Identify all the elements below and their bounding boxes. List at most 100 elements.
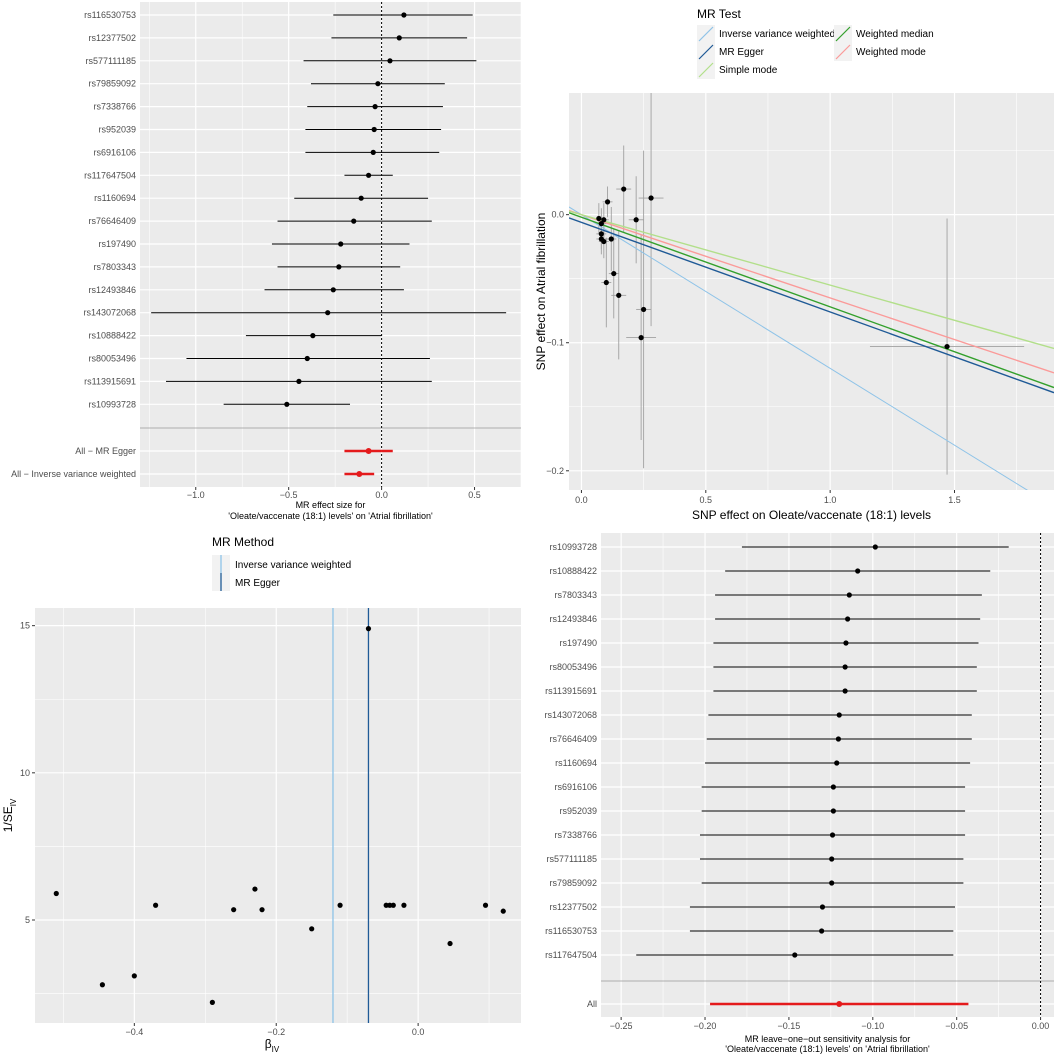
scatter-y-tick-label: −0.2	[546, 466, 564, 476]
forest-snp-label: rs577111185	[85, 56, 136, 66]
leaveoneout-x-tick-label: −0.10	[861, 1021, 884, 1031]
forest-point	[330, 287, 336, 293]
leaveoneout-plot: rs10993728 rs10888422 rs7803343 rs12493846 r…	[544, 533, 1054, 1054]
funnel-x-axis-title: βIV	[265, 1037, 280, 1054]
forest-snp-label: rs143072068	[83, 308, 136, 318]
funnel-point	[231, 907, 237, 913]
funnel-x-tick-label: −0.2	[267, 1027, 285, 1037]
leaveoneout-point	[836, 712, 842, 718]
forest-snp-label: rs7338766	[93, 102, 136, 112]
scatter-point	[633, 217, 639, 223]
forest-point	[310, 333, 316, 339]
funnel-point	[153, 902, 159, 908]
forest-snp-label: rs116530753	[84, 10, 136, 20]
funnel-point	[252, 886, 258, 892]
leaveoneout-snp-label: rs10888422	[549, 566, 597, 576]
leaveoneout-point	[830, 808, 836, 814]
forest-snp-label: rs7803343	[93, 262, 136, 272]
leaveoneout-snp-label: rs7338766	[554, 830, 597, 840]
scatter-legend-title: MR Test	[697, 7, 741, 21]
funnel-point	[209, 999, 215, 1005]
scatter-legend: MR Test Inverse variance weighted MR Egger…	[697, 7, 934, 79]
scatter-point	[604, 199, 611, 205]
forest-point	[371, 126, 377, 133]
scatter-point	[596, 215, 602, 222]
funnel-point	[447, 940, 453, 947]
funnel-point	[53, 890, 59, 897]
forest-plot: rs116530753 rs12377502 rs577111185 rs798590…	[11, 2, 522, 521]
leaveoneout-snp-label: rs76646409	[549, 734, 597, 744]
scatter-legend-label: Weighted median	[856, 29, 934, 40]
leaveoneout-x-tick-label: −0.15	[778, 1021, 801, 1031]
forest-snp-label: rs117647504	[84, 170, 136, 180]
forest-point	[304, 355, 310, 362]
leaveoneout-snp-label: rs6916106	[554, 782, 597, 792]
forest-x-axis-title: MR effect size for	[296, 500, 366, 510]
forest-x-tick-label: 0.5	[468, 490, 481, 500]
scatter-point	[648, 195, 654, 201]
funnel-point	[99, 982, 106, 988]
funnel-point	[131, 973, 137, 979]
funnel-point	[365, 626, 372, 632]
forest-point	[358, 195, 364, 201]
forest-x-tick-label: −1.0	[187, 490, 205, 500]
leaveoneout-x-axis-title: MR leave−one−out sensitivity analysis fo…	[745, 1034, 911, 1044]
forest-point	[325, 310, 331, 316]
scatter-plot: 0.0 0.5 1.0 1.5 0.0 −0.1 −0.2 SNP effect on Ole…	[534, 7, 1054, 522]
leaveoneout-x-tick-label: −0.05	[945, 1021, 968, 1031]
scatter-point	[601, 238, 607, 245]
leaveoneout-snp-label: rs7803343	[554, 590, 597, 600]
leaveoneout-x-tick-label: 0.00	[1032, 1021, 1050, 1031]
leaveoneout-point	[834, 760, 840, 766]
scatter-x-tick-label: 1.5	[948, 495, 961, 505]
leaveoneout-summary-point	[836, 1001, 843, 1007]
forest-point	[336, 264, 342, 270]
scatter-x-axis-title: SNP effect on Oleate/vaccenate (18:1) le…	[692, 508, 931, 522]
scatter-point	[598, 221, 604, 227]
leaveoneout-point	[855, 568, 861, 574]
scatter-x-tick-label: 0.0	[575, 495, 588, 505]
scatter-legend-swatch	[835, 44, 851, 60]
funnel-point	[482, 902, 489, 908]
funnel-y-tick-label: 10	[20, 768, 30, 778]
leaveoneout-point	[846, 592, 852, 598]
leaveoneout-point	[829, 880, 835, 886]
leaveoneout-snp-label: rs79859092	[549, 878, 597, 888]
funnel-legend-label: MR Egger	[235, 578, 281, 589]
leaveoneout-x-tick-label: −0.20	[694, 1021, 717, 1031]
funnel-panel	[35, 608, 521, 1023]
forest-summary-label: All − MR Egger	[75, 446, 136, 456]
forest-point	[351, 218, 357, 224]
funnel-point	[390, 902, 396, 908]
leaveoneout-summary-label: All	[587, 999, 597, 1009]
forest-snp-label: rs76646409	[88, 216, 136, 226]
funnel-x-tick-label: 0.0	[412, 1027, 425, 1037]
forest-point	[387, 58, 393, 64]
scatter-legend-swatch	[698, 44, 714, 60]
forest-x-tick-label: −0.5	[280, 490, 298, 500]
forest-snp-label: rs197490	[98, 239, 136, 249]
forest-point	[338, 241, 344, 247]
scatter-x-tick-label: 0.5	[700, 495, 713, 505]
scatter-y-axis-title: SNP effect on Atrial fibrillation	[534, 213, 548, 371]
funnel-legend-title: MR Method	[212, 535, 274, 549]
leaveoneout-panel	[601, 533, 1054, 1017]
forest-snp-label: rs12377502	[88, 33, 136, 43]
scatter-legend-swatch	[835, 26, 851, 42]
funnel-legend: MR Method Inverse variance weighted MR Egg…	[212, 535, 351, 591]
funnel-y-tick-label: 15	[20, 621, 30, 631]
funnel-y-tick-label: 5	[25, 915, 30, 925]
forest-point	[284, 401, 290, 407]
funnel-point	[259, 907, 265, 913]
funnel-y-axis-title-main: 1/SE	[1, 806, 15, 832]
leaveoneout-snp-label: rs1160694	[555, 758, 597, 768]
leaveoneout-point	[819, 904, 826, 910]
funnel-y-axis-title: 1/SEIV	[1, 798, 18, 832]
leaveoneout-snp-label: rs952039	[559, 806, 597, 816]
leaveoneout-point	[829, 832, 836, 838]
forest-point	[370, 149, 376, 155]
leaveoneout-snp-label: rs12493846	[549, 614, 597, 624]
scatter-point	[603, 279, 609, 286]
